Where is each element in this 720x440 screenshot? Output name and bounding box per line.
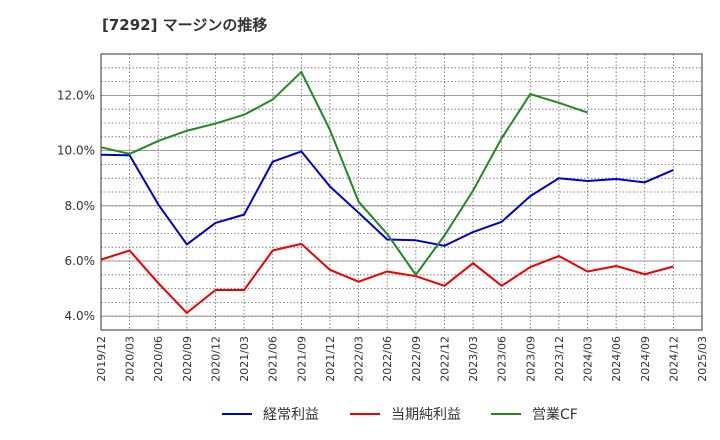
y-tick-label: 6.0% (65, 254, 96, 268)
chart-title: [7292] マージンの推移 (102, 16, 268, 34)
x-tick-label: 2021/03 (238, 336, 251, 382)
legend-layer: 経常利益 当期純利益 営業CF (222, 407, 578, 423)
x-tick-label: 2020/09 (181, 336, 194, 382)
axis-layer: 4.0% 6.0% 8.0% 10.0% 12.0% 2019/12 2020/03 2020… (57, 53, 709, 382)
x-tick-label: 2024/09 (639, 336, 652, 382)
x-tick-label: 2021/09 (295, 336, 308, 382)
x-tick-label: 2021/12 (324, 336, 337, 382)
x-tick-label: 2022/06 (381, 336, 394, 382)
x-tick-label: 2022/09 (410, 336, 423, 382)
y-tick-label: 10.0% (57, 144, 95, 158)
legend-label-0: 経常利益 (263, 407, 319, 423)
y-tick-label: 12.0% (57, 88, 95, 102)
x-tick-label: 2020/06 (152, 336, 165, 382)
y-tick-label: 8.0% (65, 199, 96, 213)
grid-layer (100, 53, 703, 331)
legend-label-1: 当期純利益 (391, 407, 461, 423)
series-line-1 (100, 242, 674, 314)
plot-border (100, 53, 703, 331)
x-tick-label: 2025/03 (696, 336, 709, 382)
series-layer (100, 70, 674, 314)
series-line-2 (100, 70, 588, 276)
y-tick-label: 4.0% (65, 309, 96, 323)
x-tick-label: 2023/09 (524, 336, 537, 382)
x-tick-label: 2022/12 (438, 336, 451, 382)
x-tick-label: 2023/12 (553, 336, 566, 382)
x-tick-label: 2023/03 (467, 336, 480, 382)
x-tick-label: 2024/12 (667, 336, 680, 382)
series-line-0 (100, 150, 674, 247)
x-tick-label: 2024/03 (582, 336, 595, 382)
legend-label-2: 営業CF (532, 407, 578, 423)
x-tick-label: 2024/06 (610, 336, 623, 382)
x-tick-label: 2021/06 (267, 336, 280, 382)
x-tick-label: 2019/12 (95, 336, 108, 382)
x-tick-label: 2020/12 (209, 336, 222, 382)
x-tick-label: 2020/03 (124, 336, 137, 382)
x-tick-label: 2022/03 (353, 336, 366, 382)
x-tick-label: 2023/06 (496, 336, 509, 382)
